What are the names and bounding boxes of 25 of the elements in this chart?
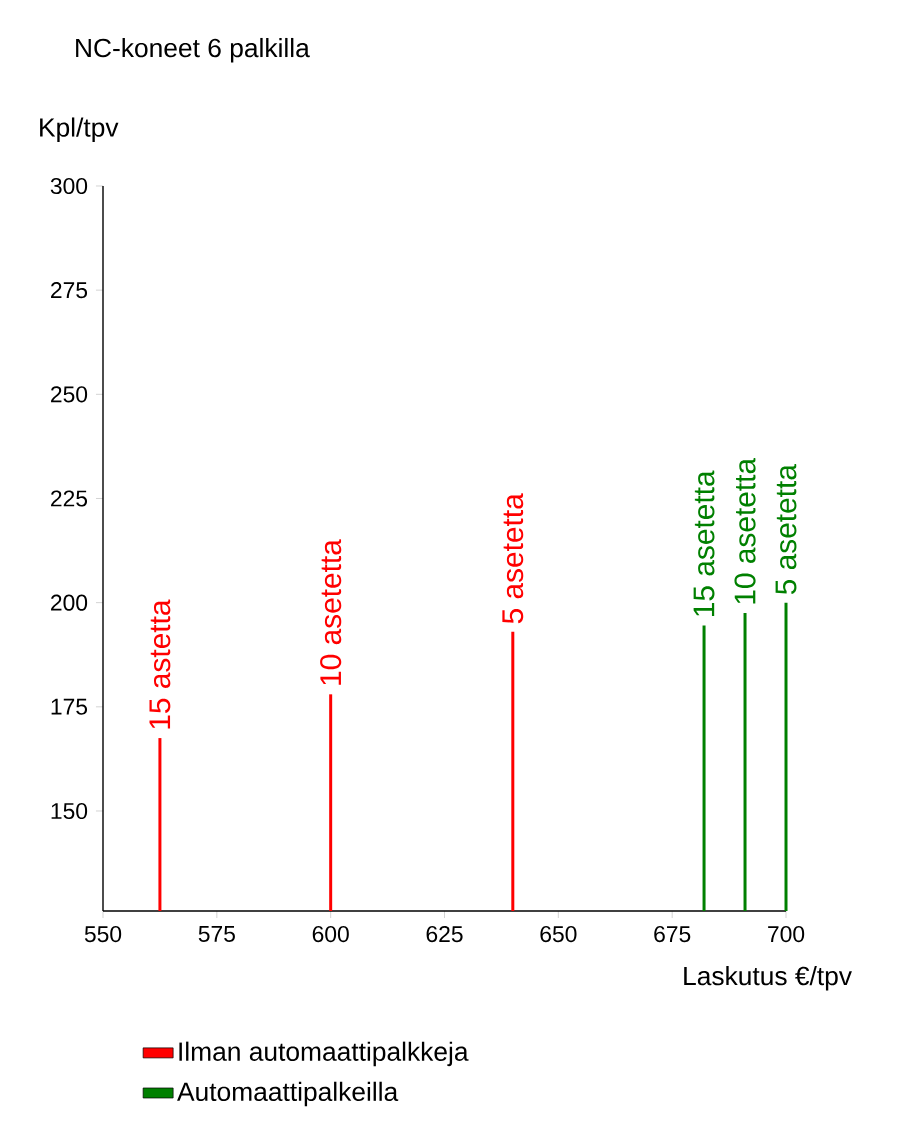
x-tick-label: 575 xyxy=(198,926,235,942)
annotation: 10 asetetta xyxy=(734,457,756,604)
y-tick-label: 300 xyxy=(50,177,88,195)
y-tick-label: 275 xyxy=(51,282,88,299)
chart-title: NC-koneet 6 palkilla xyxy=(76,37,310,63)
annotation: 15 asetetta xyxy=(693,470,715,616)
y-axis-title: Kpl/tpv xyxy=(40,117,119,142)
y-tick-label: 250 xyxy=(51,386,88,403)
x-tick-label: 625 xyxy=(426,925,463,943)
x-tick-label: 675 xyxy=(654,925,691,943)
legend-label: Automaattipalkeilla xyxy=(177,1081,399,1107)
y-tick-label: 225 xyxy=(51,490,88,507)
x-tick-label: 650 xyxy=(540,925,577,943)
annotation: 15 astetta xyxy=(149,599,171,729)
x-tick-label: 550 xyxy=(84,925,122,943)
x-axis-title: Laskutus €/tpv xyxy=(684,965,852,991)
annotation: 5 asetetta xyxy=(502,493,524,624)
annotation: 10 asetetta xyxy=(320,539,342,685)
legend-label: Ilman automaattipalkkeja xyxy=(179,1041,469,1067)
y-tick-label: 150 xyxy=(51,802,88,820)
x-tick-label: 700 xyxy=(768,925,805,943)
annotation: 5 asetetta xyxy=(775,464,797,595)
y-tick-label: 200 xyxy=(51,594,88,611)
y-tick-label: 175 xyxy=(51,698,88,715)
x-tick-label: 600 xyxy=(312,925,349,943)
